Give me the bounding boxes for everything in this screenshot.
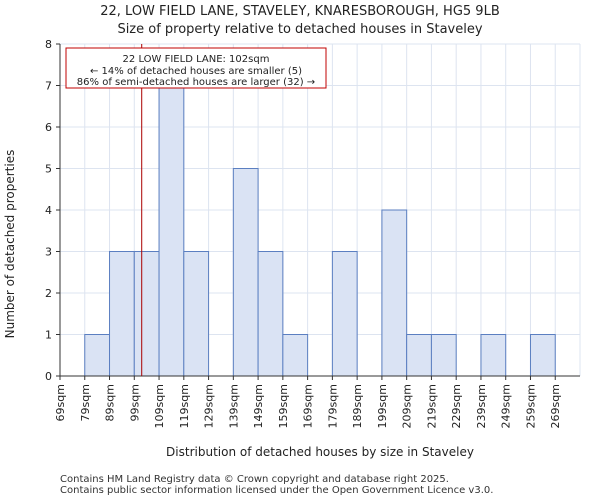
footer-line-1: Contains HM Land Registry data © Crown c…	[60, 474, 449, 485]
histogram-bar	[529, 334, 556, 377]
x-tick-label: 179sqm	[326, 384, 339, 428]
histogram-bar	[331, 251, 358, 377]
x-tick-label: 109sqm	[153, 384, 166, 428]
x-tick-label: 159sqm	[277, 384, 290, 428]
footer-line-2: Contains public sector information licen…	[60, 485, 494, 496]
y-tick-label: 0	[45, 370, 52, 383]
histogram-bar	[109, 251, 135, 377]
y-tick-label: 7	[45, 80, 52, 93]
annotation-line-2: ← 14% of detached houses are smaller (5)	[90, 66, 302, 77]
annotation-line-3: 86% of semi-detached houses are larger (…	[77, 77, 315, 88]
histogram-bar	[430, 334, 457, 377]
annotation-box: 22 LOW FIELD LANE: 102sqm ← 14% of detac…	[65, 47, 327, 89]
x-tick-label: 219sqm	[425, 384, 438, 428]
histogram-bar	[133, 251, 160, 377]
x-tick-label: 199sqm	[376, 384, 389, 428]
x-tick-label: 119sqm	[178, 384, 191, 428]
x-tick-label: 239sqm	[475, 384, 488, 428]
x-tick-label: 189sqm	[351, 384, 364, 428]
x-tick-label: 259sqm	[524, 384, 537, 428]
x-tick-label: 129sqm	[203, 384, 216, 428]
y-tick-label: 6	[45, 121, 52, 134]
x-axis-label: Distribution of detached houses by size …	[166, 445, 474, 459]
x-tick-label: 89sqm	[104, 384, 117, 421]
y-tick-label: 5	[45, 163, 52, 176]
y-tick-label: 1	[45, 329, 52, 342]
y-tick-label: 2	[45, 287, 52, 300]
x-tick-label: 169sqm	[302, 384, 315, 428]
histogram-bar	[232, 168, 259, 377]
x-tick-label: 139sqm	[227, 384, 240, 428]
histogram-bar	[183, 251, 210, 377]
x-tick-label: 69sqm	[54, 384, 67, 421]
histogram-bar	[406, 334, 432, 377]
histogram-bar	[381, 209, 408, 377]
histogram-bar	[158, 85, 185, 377]
y-tick-label: 3	[45, 246, 52, 259]
x-tick-label: 269sqm	[549, 384, 562, 428]
x-tick-label: 229sqm	[450, 384, 463, 428]
x-tick-label: 209sqm	[401, 384, 414, 428]
x-tick-label: 99sqm	[128, 384, 141, 421]
x-tick-label: 249sqm	[500, 384, 513, 428]
y-axis-label: Number of detached properties	[3, 150, 17, 339]
annotation-line-1: 22 LOW FIELD LANE: 102sqm	[123, 54, 270, 65]
x-tick-label: 79sqm	[79, 384, 92, 421]
histogram-bar	[282, 334, 309, 377]
y-tick-label: 8	[45, 38, 52, 51]
chart-subtitle: Size of property relative to detached ho…	[117, 22, 483, 37]
y-tick-label: 4	[45, 204, 52, 217]
histogram-bar	[480, 334, 507, 377]
chart-title: 22, LOW FIELD LANE, STAVELEY, KNARESBORO…	[100, 4, 500, 19]
histogram-bar	[257, 251, 284, 377]
histogram-bar	[84, 334, 111, 377]
x-tick-label: 149sqm	[252, 384, 265, 428]
